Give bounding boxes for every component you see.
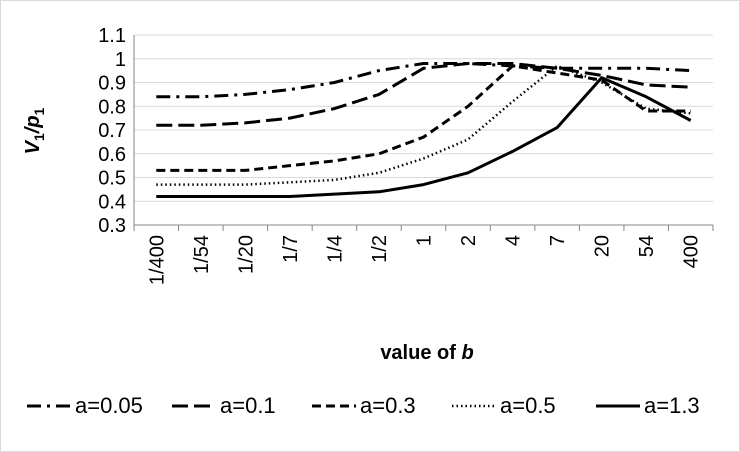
- legend-label: a=1.3: [644, 393, 700, 418]
- y-tick-label: 1: [115, 49, 126, 71]
- y-tick-label: 0.5: [98, 168, 126, 190]
- x-tick-label: 54: [636, 235, 658, 257]
- y-tick-label: 0.4: [98, 191, 126, 213]
- series-lines: [156, 62, 692, 198]
- y-tick-label: 0.9: [98, 73, 126, 95]
- legend: a=0.05 a=0.1 a=0.3 a=0.5 a=1.3: [27, 393, 700, 418]
- x-tick-label: 1/7: [280, 235, 302, 263]
- x-tick-label: 7: [547, 235, 569, 246]
- x-tick-label: 1: [414, 235, 436, 246]
- x-tick-label: 1/20: [235, 235, 257, 274]
- x-tick-label: 1/2: [369, 235, 391, 263]
- x-tick-label: 1/54: [191, 235, 213, 274]
- gridlines: [133, 34, 714, 231]
- x-tick-label: 2: [458, 235, 480, 246]
- y-axis-title: V1/p1: [22, 107, 47, 154]
- x-tick-label: 1/4: [324, 235, 346, 263]
- y-tick-label: 0.6: [98, 144, 126, 166]
- x-tick-label: 20: [592, 235, 614, 257]
- x-tick-labels: 1/400 1/54 1/20 1/7 1/4 1/2 1 2 4 7 20 54 400: [146, 235, 702, 285]
- series-line: [156, 64, 691, 172]
- y-tick-label: 0.3: [98, 215, 126, 237]
- y-tick-label: 0.7: [98, 120, 126, 142]
- y-tick-label: 0.8: [98, 96, 126, 118]
- x-tick-label: 4: [503, 235, 525, 246]
- legend-label: a=0.05: [75, 393, 143, 418]
- x-tick-label: 400: [681, 235, 703, 268]
- legend-label: a=0.1: [220, 393, 276, 418]
- series-line: [156, 64, 691, 186]
- legend-label: a=0.3: [360, 393, 416, 418]
- series-line: [156, 62, 691, 127]
- series-line: [156, 62, 691, 99]
- series-line: [156, 76, 692, 198]
- x-axis-title: value of b: [380, 342, 473, 364]
- y-tick-labels: 0.30.40.50.60.70.80.911.1: [98, 25, 126, 237]
- x-tick-label: 1/400: [146, 235, 168, 285]
- y-tick-label: 1.1: [98, 25, 126, 47]
- legend-label: a=0.5: [500, 393, 556, 418]
